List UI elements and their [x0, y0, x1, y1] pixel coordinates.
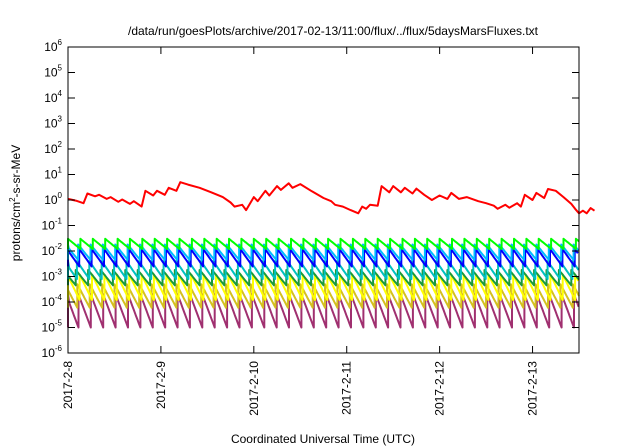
series-line [67, 260, 580, 280]
y-axis-label-sup: 2 [8, 197, 17, 202]
y-tick-label: 106 [44, 38, 62, 54]
series-line [67, 283, 580, 309]
y-tick-label: 10-3 [42, 268, 63, 284]
y-axis-label-rest: -s-sr-MeV [9, 145, 23, 198]
x-tick-label: 2017-2-11 [340, 361, 354, 415]
y-tick-label: 10-1 [42, 217, 63, 233]
x-tick-label: 2017-2-10 [247, 361, 261, 416]
y-axis-label: protons/cm2-s-sr-MeV [8, 145, 23, 261]
plot-frame [67, 46, 580, 354]
series-line [67, 248, 579, 268]
series-line [67, 273, 580, 301]
x-tick-label: 2017-2-13 [526, 361, 540, 416]
x-axis-label: Coordinated Universal Time (UTC) [231, 432, 415, 446]
y-tick-label: 10-2 [42, 242, 63, 258]
svg-text:protons/cm2-s-sr-MeV: protons/cm2-s-sr-MeV [8, 145, 23, 261]
x-tick-label: 2017-2-12 [433, 361, 447, 416]
y-tick-label: 10-6 [42, 344, 63, 360]
y-tick-label: 10-5 [42, 319, 63, 335]
y-tick-label: 105 [44, 64, 62, 80]
y-tick-label: 101 [44, 166, 62, 182]
y-tick-label: 10-4 [42, 293, 63, 309]
y-tick-label: 104 [44, 89, 62, 105]
series-line [67, 293, 580, 329]
series-line [67, 243, 579, 261]
y-tick-label: 102 [44, 140, 62, 156]
y-tick-label: 100 [44, 191, 62, 207]
y-tick-label: 103 [44, 115, 62, 131]
chart-title: /data/run/goesPlots/archive/2017-02-13/1… [128, 24, 539, 38]
x-tick-label: 2017-2-9 [154, 361, 168, 409]
y-axis-label-main: protons/cm [9, 202, 23, 261]
x-tick-label: 2017-2-8 [61, 361, 75, 409]
series-line [67, 237, 580, 250]
series-line [67, 181, 596, 215]
